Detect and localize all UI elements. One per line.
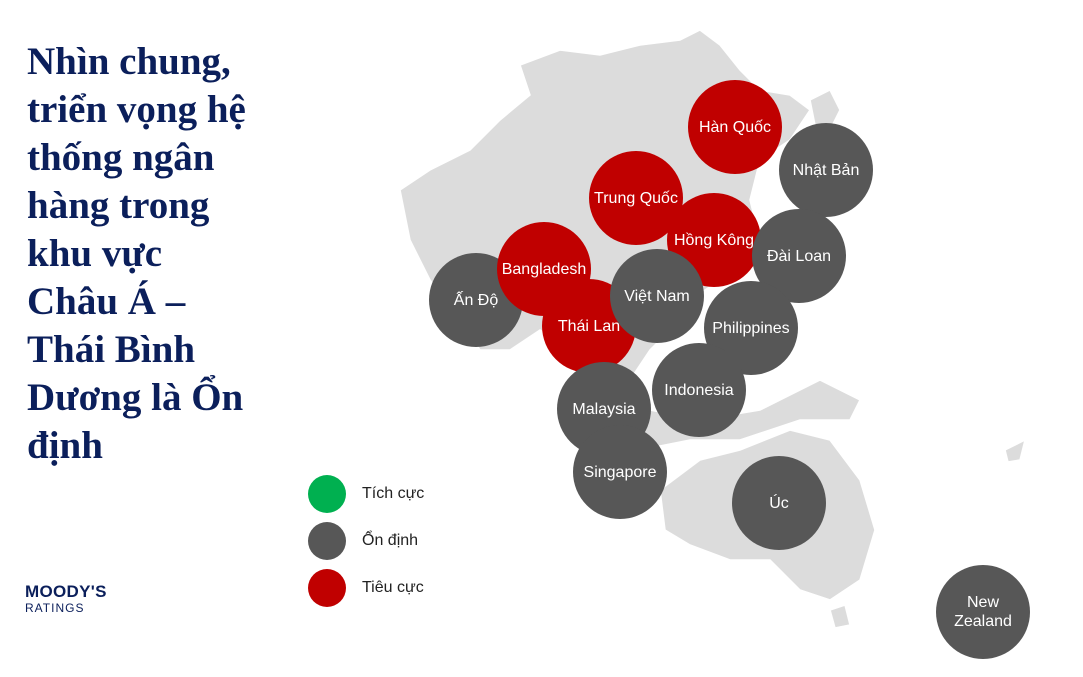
country-marker: Hàn Quốc [688, 80, 782, 174]
country-label: Malaysia [572, 400, 636, 418]
legend-swatch [308, 475, 346, 513]
legend-label: Tiêu cực [362, 579, 424, 596]
country-label: Philippines [712, 319, 790, 337]
country-marker: Indonesia [652, 343, 746, 437]
country-label: Úc [769, 494, 789, 512]
country-label: Bangladesh [501, 260, 587, 278]
country-label: Hồng Kông [673, 231, 755, 249]
country-label: Hàn Quốc [698, 118, 772, 136]
country-label: Singapore [583, 463, 657, 481]
country-label: Đài Loan [766, 247, 832, 265]
legend-label: Ổn định [362, 532, 419, 549]
country-label: Ấn Độ [453, 291, 499, 309]
country-label: Thái Lan [557, 317, 621, 335]
legend-label: Tích cực [362, 485, 425, 502]
country-marker: New Zealand [936, 565, 1030, 659]
country-label: Nhật Bản [792, 161, 860, 179]
country-marker: Úc [732, 456, 826, 550]
country-label: Trung Quốc [594, 189, 678, 207]
island-land [1004, 438, 1027, 463]
logo-sub: RATINGS [25, 601, 85, 615]
country-label: Indonesia [664, 381, 734, 399]
tasmania-land [829, 604, 851, 629]
legend-swatch [308, 522, 346, 560]
legend-swatch [308, 569, 346, 607]
country-marker: Việt Nam [610, 249, 704, 343]
country-marker: Singapore [573, 425, 667, 519]
country-label: Việt Nam [624, 287, 690, 305]
country-label: New Zealand [954, 594, 1012, 630]
japan-land [809, 88, 841, 131]
title: Nhìn chung, triển vọng hệ thống ngân hàn… [27, 40, 246, 467]
country-marker: Nhật Bản [779, 123, 873, 217]
logo: MOODY'S [25, 582, 107, 601]
